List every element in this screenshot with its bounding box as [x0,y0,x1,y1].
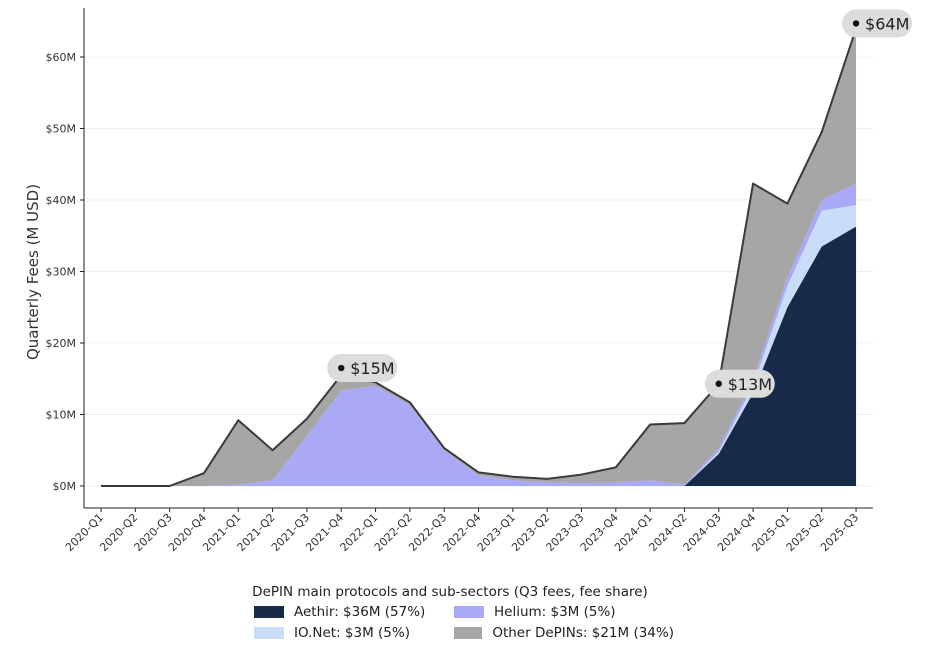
callout-13M: $13M [704,369,775,398]
x-tick-labels: 2020-Q12020-Q22020-Q32020-Q42021-Q12021-… [63,508,861,554]
callout-15M: $15M [327,354,398,383]
legend-swatch-aethir [254,606,284,618]
y-tick-label: $30M [46,266,77,279]
y-tick-label: $50M [46,123,77,136]
y-axis-label: Quarterly Fees (M USD) [24,184,42,360]
area-series [101,28,857,487]
legend-item-helium: Helium: $3M (5%) [454,604,674,620]
callouts: $15M $13M $64M [327,9,913,398]
total-line [101,28,857,487]
gridlines [84,56,873,487]
stacked-area-chart: $0M $10M $20M $30M $40M $50M $60M 2020-Q12020-… [24,8,913,554]
x-tick-label: 2025-Q3 [818,511,861,554]
legend-item-other-depins: Other DePINs: $21M (34%) [454,625,674,641]
legend-swatch-other-depins [454,627,483,639]
y-tick-label: $10M [46,409,77,422]
callout-label: $64M [865,14,909,33]
legend-swatch-io-net [254,627,284,639]
y-tick-labels: $0M $10M $20M $30M $40M $50M $60M [46,51,84,493]
callout-dot [338,364,345,372]
legend-label-aethir: Aethir: $36M (57%) [294,604,426,620]
y-tick-label: $0M [53,480,77,493]
y-tick-label: $40M [46,194,77,207]
legend-entries: Aethir: $36M (57%) Helium: $3M (5%) IO.N… [254,604,700,641]
callout-label: $15M [350,359,394,378]
callout-dot [715,380,722,387]
area-aethir [101,226,857,486]
y-tick-label: $60M [46,51,77,64]
legend-item-io-net: IO.Net: $3M (5%) [254,625,454,641]
callout-label: $13M [728,375,772,394]
legend-label-other-depins: Other DePINs: $21M (34%) [492,625,674,641]
legend-label-helium: Helium: $3M (5%) [494,604,616,620]
y-tick-label: $20M [46,337,77,350]
callout-dot [852,20,860,27]
callout-bubble [704,369,775,398]
legend: DePIN main protocols and sub-sectors (Q3… [240,584,700,641]
legend-label-io-net: IO.Net: $3M (5%) [294,625,410,641]
callout-64M: $64M [842,9,913,38]
callout-bubble [327,354,398,383]
legend-item-aethir: Aethir: $36M (57%) [254,604,454,620]
legend-title: DePIN main protocols and sub-sectors (Q3… [252,584,648,600]
legend-swatch-helium [454,606,484,618]
callout-bubble [842,9,913,38]
